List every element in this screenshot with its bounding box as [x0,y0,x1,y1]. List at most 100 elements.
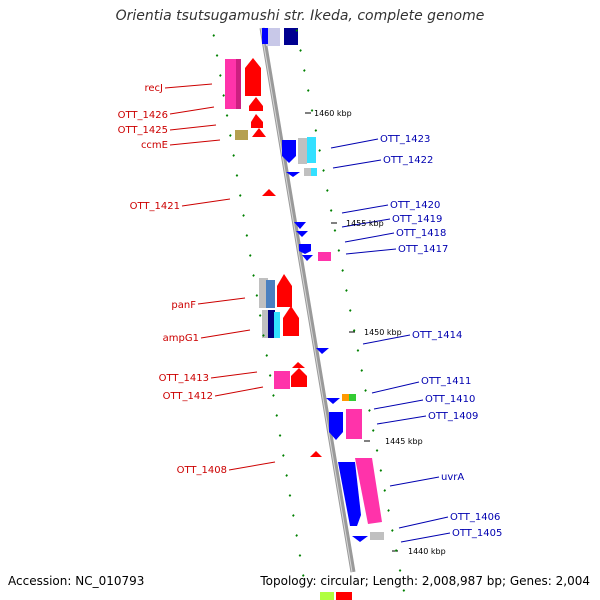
label-ott-1420: OTT_1420 [390,200,440,211]
gene-ampg1-cyan [274,312,280,338]
label-ott-1408: OTT_1408 [177,465,227,476]
gene-ott-1408 [310,451,322,457]
genome-backbone-highlight [260,27,353,573]
accession-text: Accession: NC_010793 [8,574,145,588]
green-tick-mark [310,109,314,112]
green-tick-mark [348,309,352,312]
green-tick-marks [212,29,406,592]
green-tick-mark [262,334,265,337]
green-tick-mark [288,494,292,497]
gene-panf-grey [259,278,268,308]
gene-ott-1420 [294,222,306,229]
green-tick-mark [215,54,219,57]
green-tick-mark [356,349,360,352]
gene-ccme [235,130,248,140]
green-tick-mark [248,254,252,257]
label-ott-1418: OTT_1418 [396,228,446,239]
gene-ott-1419 [296,231,308,237]
green-tick-mark [306,89,310,92]
green-tick-mark [341,269,344,272]
green-tick-mark [379,469,383,472]
green-tick-mark [337,249,341,252]
label-ott-1411: OTT_1411 [421,376,471,387]
green-tick-mark [394,549,398,552]
green-tick-mark [345,289,348,292]
gene-ott-1417 [318,252,331,261]
label-ott-1426: OTT_1426 [118,110,168,121]
label-ott-1406: OTT_1406 [450,512,500,523]
scale-label-1455: 1455 kbp [346,219,384,228]
green-tick-mark [252,274,255,277]
green-tick-mark [255,294,259,297]
gene-panf-blue [266,280,275,308]
green-tick-mark [232,154,235,157]
green-tick-mark [371,429,375,432]
label-ott-1405: OTT_1405 [452,528,502,539]
gene-ott-1417-blue [302,255,313,261]
gene-top-grey [266,28,280,46]
genome-backbone [259,27,356,573]
gene-top-blue-2 [262,28,268,44]
label-ott-1419: OTT_1419 [392,214,442,225]
gene-bottom-red [336,592,352,600]
scale-label-1450: 1450 kbp [364,328,402,337]
green-tick-mark [272,394,275,397]
gene-uvra-blue [338,462,361,526]
scale-label-1445: 1445 kbp [385,437,423,446]
gene-ott-1409-blue [329,412,343,440]
green-tick-mark [299,49,302,52]
label-recj: recJ [145,83,164,94]
green-tick-mark [333,229,337,232]
gene-ott-1409 [346,409,362,439]
gene-ott-1426 [249,97,263,111]
green-tick-mark [383,489,387,492]
gene-ott-1425 [251,114,263,128]
green-tick-mark [364,389,367,392]
gene-ott-1414 [316,348,329,354]
label-ott-1409: OTT_1409 [428,411,478,422]
green-tick-mark [352,329,356,332]
gene-top-blue [284,28,298,45]
green-tick-mark [387,509,390,512]
scale-label-1460: 1460 kbp [314,109,352,118]
label-ampg1: ampG1 [163,333,199,344]
label-ccme: ccmE [141,140,168,151]
label-ott-1425: OTT_1425 [118,125,168,136]
gene-ott-1406 [352,536,368,542]
green-tick-mark [242,214,245,217]
label-ott-1417: OTT_1417 [398,244,448,255]
green-tick-mark [278,434,282,437]
green-tick-mark [360,369,364,372]
green-tick-mark [219,74,222,77]
gene-ott-1405 [370,532,384,540]
green-tick-mark [229,134,232,137]
label-ott-1421: OTT_1421 [130,201,180,212]
gene-ampg1-navy [268,310,275,338]
green-tick-mark [298,554,302,557]
gene-recj [245,58,261,96]
green-tick-mark [292,514,295,517]
gene-ott-1425-b [252,128,266,137]
green-tick-mark [238,194,242,197]
gene-ampg1-grey [262,310,269,338]
gene-ott-1413 [291,368,307,387]
green-tick-mark [212,34,216,37]
gene-ott-1421 [262,189,276,196]
gene-ott-1423-blue [282,140,296,163]
gene-ott-1411-orange [342,394,349,401]
label-ott-1412: OTT_1412 [163,391,213,402]
green-tick-mark [268,374,272,377]
label-panf: panF [171,300,196,311]
gene-ott-1410 [326,398,340,404]
green-tick-mark [303,69,306,72]
green-tick-mark [245,234,249,237]
gene-ott-1422-cyan [311,168,317,176]
green-tick-mark [314,129,318,132]
map-title: Orientia tsutsugamushi str. Ikeda, compl… [115,8,485,24]
green-tick-mark [275,414,279,417]
gene-ott-1413-b [292,362,305,368]
green-tick-mark [318,149,321,152]
gene-ampg1 [283,306,299,336]
green-tick-mark [258,314,262,317]
